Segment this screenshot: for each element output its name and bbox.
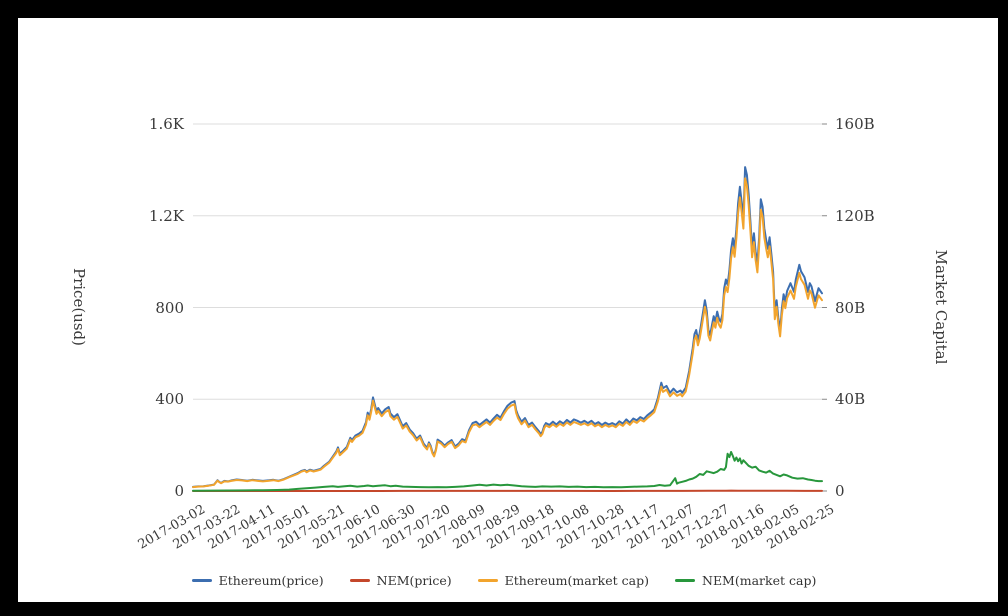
legend-item-nem-market-cap: NEM(market cap) [675, 573, 816, 588]
chart-canvas [18, 18, 998, 602]
legend-item-ethereum-market-cap: Ethereum(market cap) [477, 573, 649, 588]
legend-label-nem-market-cap: NEM(market cap) [702, 573, 817, 588]
legend-swatch-ethereum-price [191, 579, 212, 582]
right-tick-label-40b: 40B [835, 390, 866, 409]
series-line-ethereum-price [192, 166, 823, 488]
right-tick-label-120b: 120B [835, 206, 875, 225]
legend-swatch-nem-price [349, 579, 370, 582]
left-tick-label-400: 400 [155, 390, 184, 409]
legend-label-nem-price: NEM(price) [376, 573, 452, 588]
left-tick-label-1-6k: 1.6K [148, 115, 184, 133]
right-axis-title: Market Capital [932, 249, 950, 365]
series-line-nem-market-cap [192, 451, 823, 492]
right-tick-label-0: 0 [835, 482, 845, 500]
legend-swatch-nem-market-cap [675, 579, 695, 582]
legend-label-ethereum-market-cap: Ethereum(market cap) [504, 573, 649, 588]
left-tick-label-1-2k: 1.2K [148, 206, 184, 225]
left-tick-label-0: 0 [174, 482, 184, 500]
right-tick-label-80b: 80B [835, 298, 866, 317]
legend-swatch-ethereum-market-cap [477, 579, 498, 582]
left-axis-title: Price(usd) [70, 267, 88, 347]
series-line-ethereum-market-cap [192, 177, 823, 489]
legend-item-nem-price: NEM(price) [349, 573, 452, 588]
left-tick-label-800: 800 [155, 298, 184, 317]
legend: Ethereum(price) NEM(price) Ethereum(market… [0, 573, 1008, 588]
legend-label-ethereum-price: Ethereum(price) [218, 573, 324, 588]
right-tick-label-160b: 160B [835, 115, 875, 133]
legend-item-ethereum-price: Ethereum(price) [191, 573, 324, 588]
